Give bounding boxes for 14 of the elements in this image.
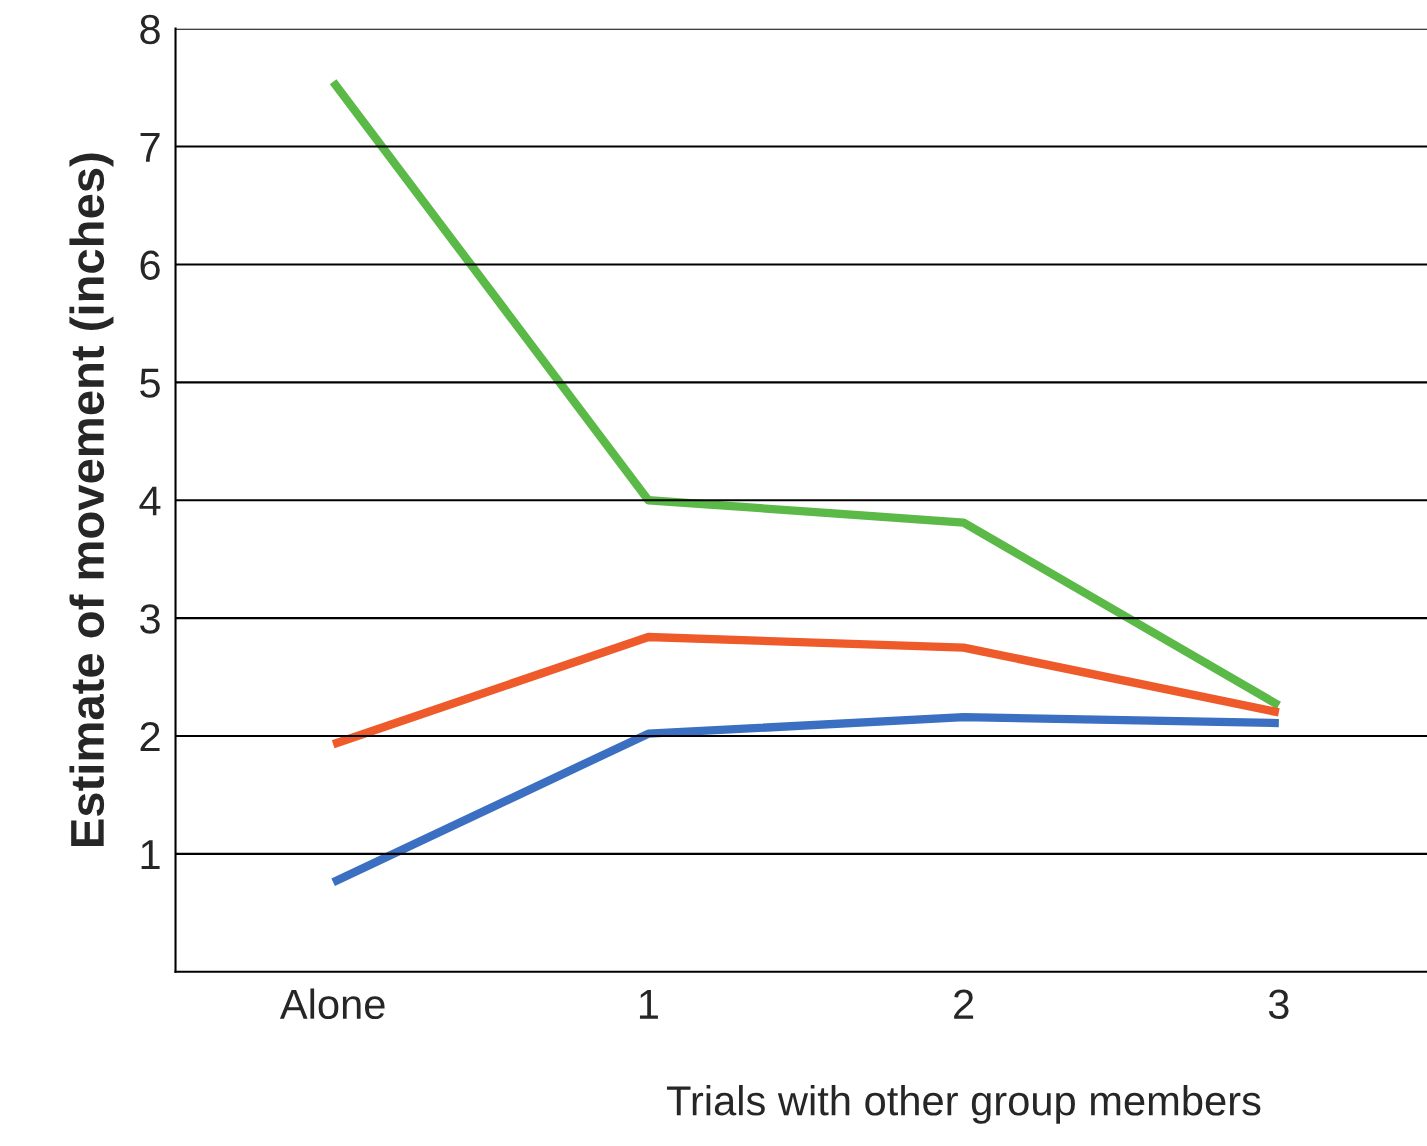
y-tick-label: 2 <box>140 722 160 752</box>
y-axis-title: Estimate of movement (inches) <box>69 153 114 847</box>
y-tick-label: 6 <box>140 250 160 280</box>
y-tick-label: 8 <box>140 14 160 45</box>
x-tick-label: 3 <box>1268 989 1289 1020</box>
x-tick-label: 2 <box>954 989 974 1019</box>
y-tick-label: 4 <box>139 486 161 516</box>
x-axis-title: Trials with other group members <box>666 1084 1261 1124</box>
x-tick-label: Alone <box>279 988 385 1020</box>
y-tick-label: 1 <box>141 840 160 870</box>
y-tick-label: 7 <box>140 132 160 162</box>
x-tick-label: 1 <box>639 990 658 1019</box>
y-tick-label: 3 <box>140 604 160 634</box>
y-tick-label: 5 <box>140 368 160 398</box>
